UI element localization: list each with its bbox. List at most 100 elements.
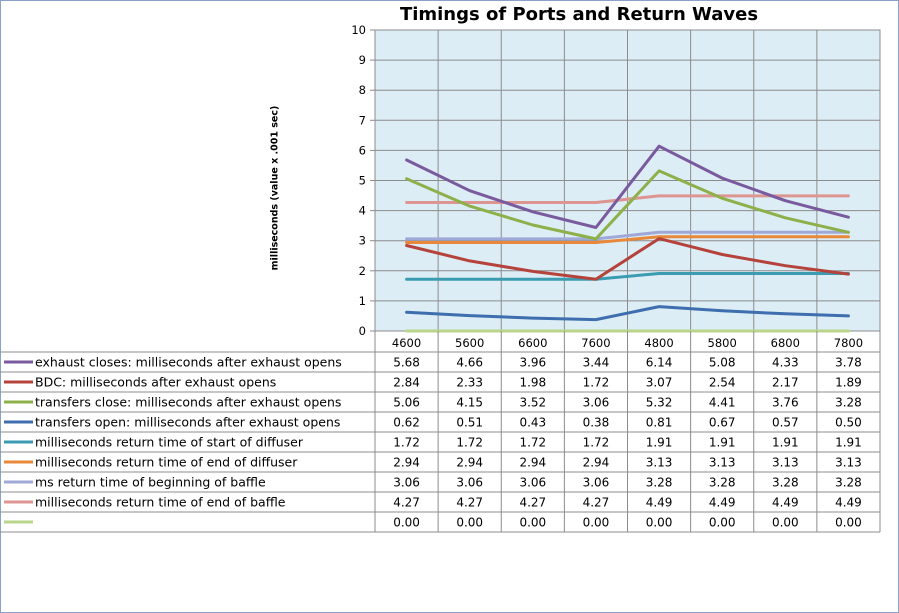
- data-label: 1.72: [519, 436, 546, 450]
- data-label: 0.43: [519, 416, 546, 430]
- y-tick-label: 1: [359, 294, 366, 308]
- data-label: 3.28: [646, 476, 673, 490]
- data-label: 1.98: [519, 376, 546, 390]
- data-label: 3.28: [709, 476, 736, 490]
- data-label: 3.78: [835, 356, 862, 370]
- data-label: 0.00: [519, 516, 546, 530]
- series-line: [405, 144, 850, 229]
- data-label: 2.94: [456, 456, 483, 470]
- series-line: [405, 235, 850, 244]
- data-label: 0.81: [646, 416, 673, 430]
- data-label: 1.91: [772, 436, 799, 450]
- data-label: 3.13: [709, 456, 736, 470]
- data-label: 0.00: [583, 516, 610, 530]
- y-tick-label: 10: [351, 23, 366, 37]
- y-tick-label: 7: [359, 113, 366, 127]
- data-label: 5.06: [393, 396, 420, 410]
- data-label: 2.84: [393, 376, 420, 390]
- legend-entry: milliseconds return time of end of baffl…: [35, 495, 286, 510]
- data-label: 4.27: [456, 496, 483, 510]
- data-label: 0.62: [393, 416, 420, 430]
- data-label: 3.44: [583, 356, 610, 370]
- series-line: [405, 169, 850, 241]
- data-label: 3.06: [583, 476, 610, 490]
- data-label: 4.27: [519, 496, 546, 510]
- legend-entry: milliseconds return time of end of diffu…: [35, 455, 298, 470]
- series-line: [405, 230, 850, 241]
- x-tick-label: 6600: [518, 336, 547, 350]
- data-label: 3.06: [456, 476, 483, 490]
- data-label: 0.00: [772, 516, 799, 530]
- data-label: 0.57: [772, 416, 799, 430]
- data-label: 0.00: [393, 516, 420, 530]
- data-label: 3.07: [646, 376, 673, 390]
- data-label: 4.33: [772, 356, 799, 370]
- legend-entry: BDC: milliseconds after exhaust opens: [35, 375, 276, 390]
- data-label: 2.94: [393, 456, 420, 470]
- x-tick-label: 4800: [644, 336, 673, 350]
- data-label: 3.52: [519, 396, 546, 410]
- data-label: 2.94: [583, 456, 610, 470]
- data-label: 0.00: [835, 516, 862, 530]
- chart-title: Timings of Ports and Return Waves: [399, 4, 759, 25]
- data-label: 3.13: [835, 456, 862, 470]
- data-label: 1.72: [456, 436, 483, 450]
- data-label: 3.06: [393, 476, 420, 490]
- data-label: 3.13: [772, 456, 799, 470]
- y-tick-label: 6: [359, 143, 366, 157]
- data-label: 3.96: [519, 356, 546, 370]
- data-label: 4.15: [456, 396, 483, 410]
- x-tick-label: 5800: [708, 336, 737, 350]
- data-label: 0.38: [583, 416, 610, 430]
- data-label: 1.89: [835, 376, 862, 390]
- legend-entry: exhaust closes: milliseconds after exhau…: [35, 355, 342, 370]
- data-label: 0.67: [709, 416, 736, 430]
- x-tick-label: 4600: [392, 336, 421, 350]
- data-label: 3.13: [646, 456, 673, 470]
- data-label: 2.54: [709, 376, 736, 390]
- y-tick-label: 8: [359, 83, 366, 97]
- x-tick-label: 7800: [834, 336, 863, 350]
- data-label: 1.91: [709, 436, 736, 450]
- data-label: 0.00: [709, 516, 736, 530]
- series-line: [405, 237, 850, 281]
- data-label: 3.06: [583, 396, 610, 410]
- data-label: 1.91: [646, 436, 673, 450]
- y-tick-label: 2: [359, 264, 366, 278]
- series-line: [405, 272, 850, 281]
- series-line: [405, 305, 850, 322]
- legend-entry: milliseconds return time of start of dif…: [35, 435, 304, 450]
- data-label: 4.27: [583, 496, 610, 510]
- data-label: 5.68: [393, 356, 420, 370]
- data-label: 3.28: [835, 396, 862, 410]
- data-label: 4.66: [456, 356, 483, 370]
- data-label: 2.33: [456, 376, 483, 390]
- x-tick-label: 7600: [581, 336, 610, 350]
- data-label: 5.08: [709, 356, 736, 370]
- legend-entry: transfers open: milliseconds after exhau…: [35, 415, 340, 430]
- data-label: 1.72: [583, 436, 610, 450]
- data-label: 5.32: [646, 396, 673, 410]
- data-label: 0.51: [456, 416, 483, 430]
- y-tick-label: 5: [359, 174, 366, 188]
- data-label: 0.00: [646, 516, 673, 530]
- x-tick-label: 6800: [771, 336, 800, 350]
- data-label: 4.27: [393, 496, 420, 510]
- data-label: 1.72: [583, 376, 610, 390]
- data-label: 4.49: [709, 496, 736, 510]
- y-tick-label: 0: [359, 324, 366, 338]
- data-label: 4.49: [772, 496, 799, 510]
- y-tick-label: 9: [359, 53, 366, 67]
- legend-entry: ms return time of beginning of baffle: [35, 475, 266, 490]
- data-label: 3.28: [772, 476, 799, 490]
- data-label: 1.91: [835, 436, 862, 450]
- data-label: 3.28: [835, 476, 862, 490]
- data-label: 0.00: [456, 516, 483, 530]
- legend-entry: transfers close: milliseconds after exha…: [35, 395, 341, 410]
- y-tick-label: 3: [359, 234, 366, 248]
- data-label: 4.49: [646, 496, 673, 510]
- data-label: 2.94: [519, 456, 546, 470]
- data-label: 2.17: [772, 376, 799, 390]
- y-tick-label: 4: [359, 204, 366, 218]
